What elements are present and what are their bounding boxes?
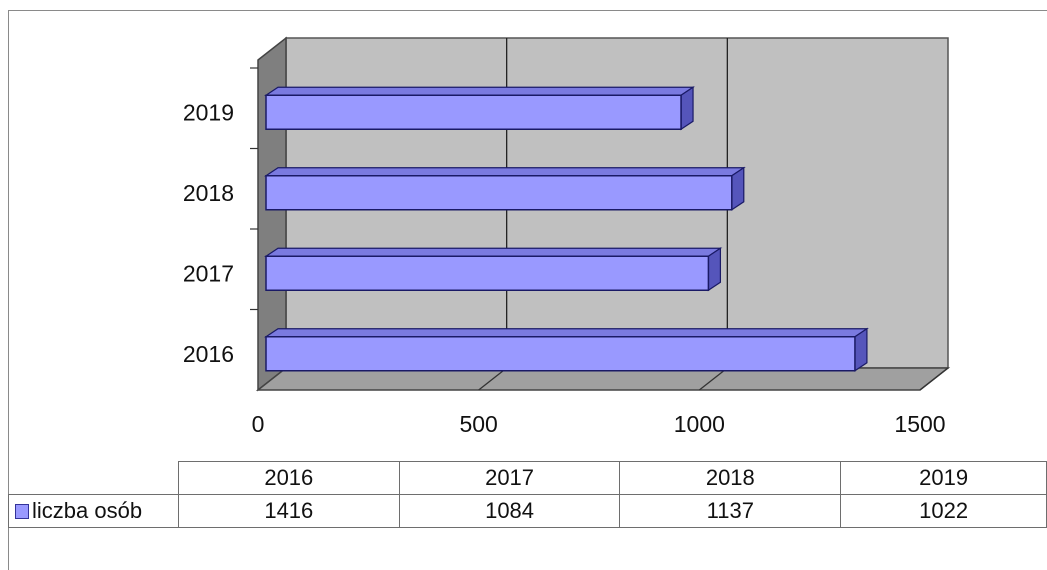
data-table-header-row: 2016 2017 2018 2019 [8,461,1047,495]
bar-end-face [707,247,722,292]
bar-top-face [264,86,696,96]
bar [265,255,710,291]
y-tick-label: 2018 [183,180,234,206]
bar [265,336,856,372]
x-tick-label: 1500 [894,411,945,437]
data-table-value-cell: 1084 [398,494,621,528]
floor-gridline [698,367,728,391]
y-tick-label: 2019 [183,99,234,125]
data-table-header-cell: 2018 [619,461,842,495]
bar [265,94,682,130]
bar-top-face [264,247,723,257]
y-tick-label: 2017 [183,260,234,286]
bar-end-face [731,166,745,211]
floor-gridline [478,367,508,391]
data-table-series-row: liczba osób 1416 1084 1137 1022 [8,494,1047,528]
data-table-header-cell: 2019 [840,461,1047,495]
legend-swatch [15,504,29,519]
bar-end-face [854,327,868,372]
data-table-header-cell: 2017 [398,461,621,495]
legend-entry: liczba osób [8,494,179,528]
x-tick-label: 0 [252,411,265,437]
y-tick-label: 2016 [183,341,234,367]
x-tick-label: 500 [459,411,497,437]
floor-gridline [919,367,949,391]
bar-top-face [264,167,746,177]
bar-end-face [680,86,694,131]
data-table-value-cell: 1022 [840,494,1047,528]
data-table-value-cell: 1416 [177,494,400,528]
bar-top-face [264,328,869,338]
data-table: 2016 2017 2018 2019 liczba osób 1416 108… [8,461,1047,528]
chart-frame [8,10,1047,570]
data-table-value-cell: 1137 [619,494,842,528]
data-table-header-cell: 2016 [177,461,400,495]
data-table-corner [8,461,179,495]
bar [265,175,733,211]
legend-label: liczba osób [32,498,143,523]
x-tick-label: 1000 [674,411,725,437]
